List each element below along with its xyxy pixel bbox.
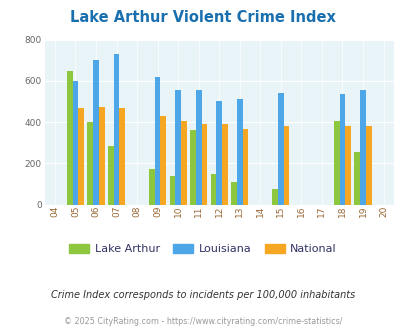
Bar xyxy=(108,146,113,205)
Bar xyxy=(354,152,359,205)
Bar xyxy=(216,102,222,205)
Bar xyxy=(149,169,154,205)
Bar xyxy=(333,121,339,205)
Bar xyxy=(272,188,277,205)
Bar xyxy=(169,176,175,205)
Bar xyxy=(283,126,289,205)
Text: © 2025 CityRating.com - https://www.cityrating.com/crime-statistics/: © 2025 CityRating.com - https://www.city… xyxy=(64,317,341,326)
Bar xyxy=(87,122,93,205)
Bar xyxy=(365,126,371,205)
Bar xyxy=(195,89,201,205)
Bar xyxy=(160,116,166,205)
Bar xyxy=(190,130,195,205)
Bar xyxy=(93,60,99,205)
Bar xyxy=(359,90,365,205)
Bar xyxy=(175,90,181,205)
Bar xyxy=(78,108,84,205)
Bar xyxy=(345,126,350,205)
Bar xyxy=(181,121,186,205)
Bar xyxy=(154,77,160,205)
Bar xyxy=(72,81,78,205)
Bar xyxy=(242,129,248,205)
Bar xyxy=(99,107,104,205)
Text: Crime Index corresponds to incidents per 100,000 inhabitants: Crime Index corresponds to incidents per… xyxy=(51,290,354,300)
Bar xyxy=(201,124,207,205)
Bar xyxy=(230,182,237,205)
Bar xyxy=(67,71,72,205)
Bar xyxy=(210,174,216,205)
Bar xyxy=(119,108,125,205)
Text: Lake Arthur Violent Crime Index: Lake Arthur Violent Crime Index xyxy=(70,10,335,25)
Bar xyxy=(222,124,227,205)
Bar xyxy=(237,99,242,205)
Bar xyxy=(277,93,283,205)
Legend: Lake Arthur, Louisiana, National: Lake Arthur, Louisiana, National xyxy=(64,239,341,258)
Bar xyxy=(339,94,345,205)
Bar xyxy=(113,54,119,205)
